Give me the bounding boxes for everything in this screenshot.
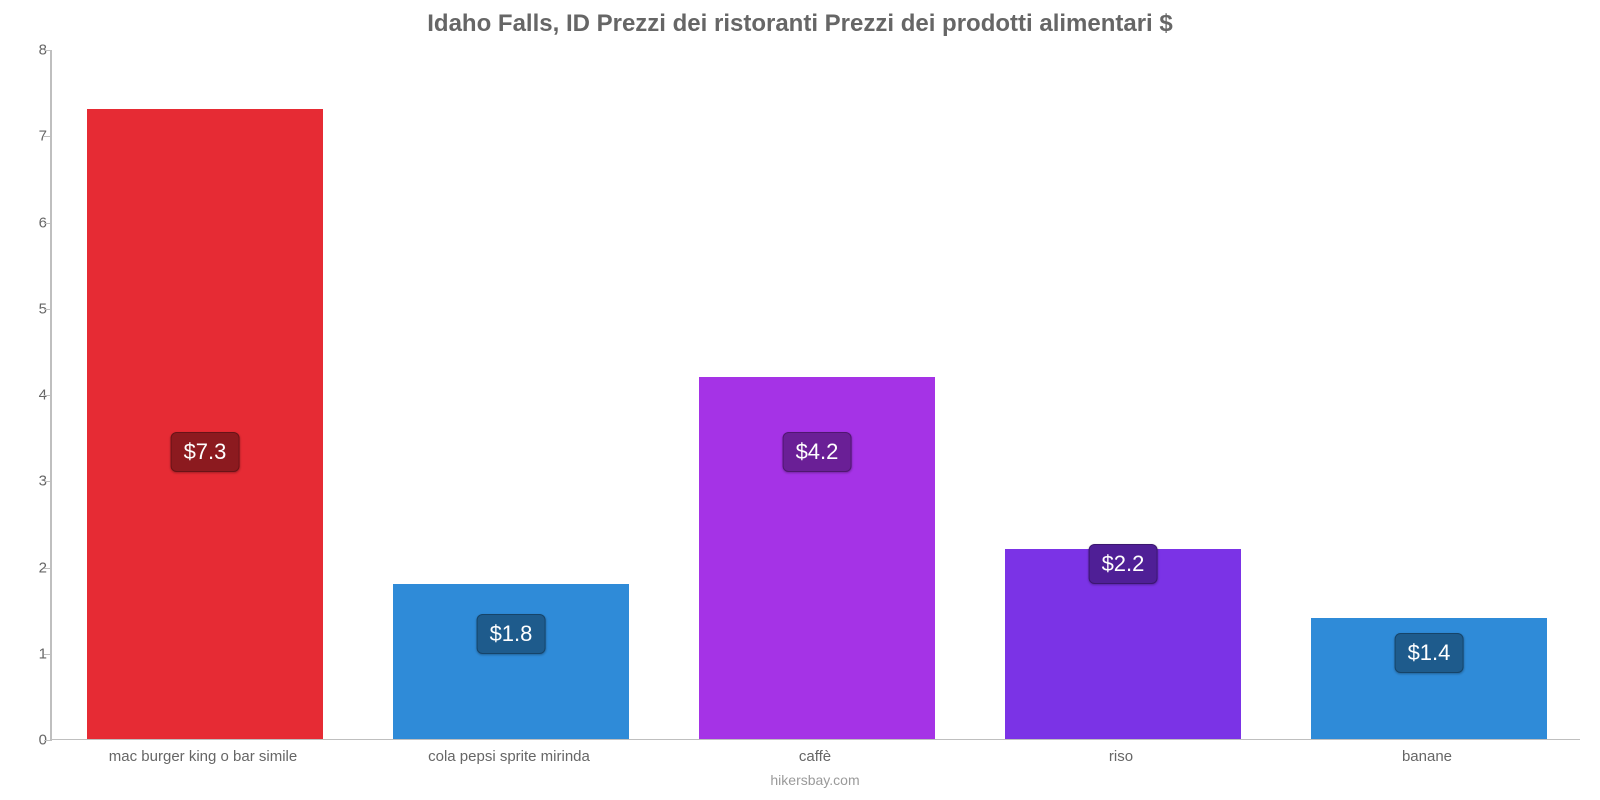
x-category-label: mac burger king o bar simile: [109, 748, 297, 765]
attribution-text: hikersbay.com: [770, 772, 859, 788]
bar: $2.2: [1005, 549, 1242, 739]
y-tick-mark: [44, 654, 52, 655]
bar: $7.3: [87, 109, 324, 739]
y-tick-mark: [44, 568, 52, 569]
x-category-label: cola pepsi sprite mirinda: [428, 748, 590, 765]
y-tick-mark: [44, 223, 52, 224]
bar: $1.8: [393, 584, 630, 739]
value-badge: $2.2: [1089, 544, 1158, 584]
x-category-label: caffè: [799, 748, 831, 765]
chart-area: 012345678 $7.3$1.8$4.2$2.2$1.4 mac burge…: [50, 50, 1580, 740]
value-badge: $4.2: [783, 432, 852, 472]
y-tick-mark: [44, 136, 52, 137]
value-badge: $7.3: [171, 432, 240, 472]
value-badge: $1.4: [1395, 633, 1464, 673]
y-tick-mark: [44, 395, 52, 396]
bar: $4.2: [699, 377, 936, 739]
x-category-label: riso: [1109, 748, 1133, 765]
y-tick-mark: [44, 50, 52, 51]
y-tick-mark: [44, 740, 52, 741]
bar: $1.4: [1311, 618, 1548, 739]
y-tick-mark: [44, 481, 52, 482]
value-badge: $1.8: [477, 614, 546, 654]
bars-container: $7.3 $1.8 $4.2 $2.2 $1.4: [52, 50, 1580, 739]
x-category-label: banane: [1402, 748, 1452, 765]
y-tick-mark: [44, 309, 52, 310]
plot-region: 012345678 $7.3$1.8$4.2$2.2$1.4: [50, 50, 1580, 740]
chart-title: Idaho Falls, ID Prezzi dei ristoranti Pr…: [0, 0, 1600, 38]
